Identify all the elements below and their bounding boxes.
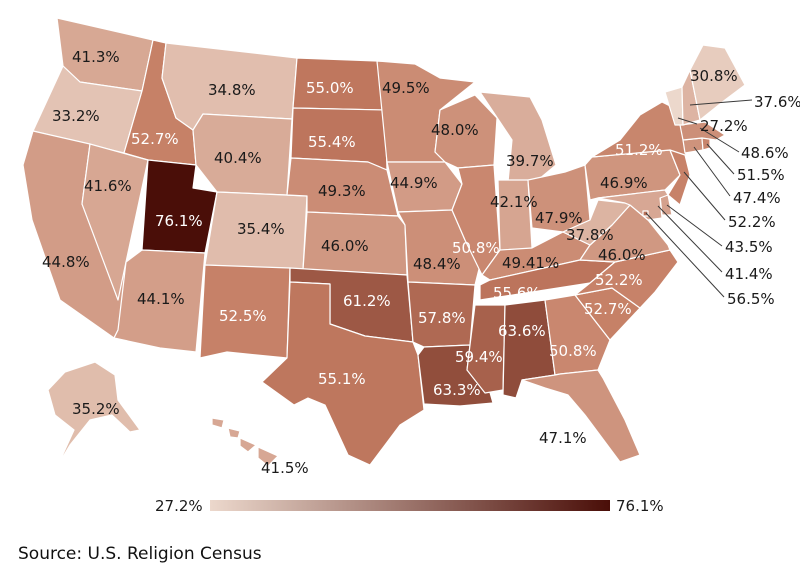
label-ak: 35.2% [72,400,120,418]
legend-max-label: 76.1% [616,497,664,515]
label-ia: 44.9% [390,174,438,192]
label-ms: 59.4% [455,348,503,366]
label-vt: 27.2% [700,117,748,135]
label-pa: 46.9% [600,174,648,192]
state-me[interactable] [689,44,746,121]
leader-line-ma [699,127,740,153]
leader-line-ri [706,143,735,175]
label-co: 35.4% [237,220,285,238]
label-az: 44.1% [137,290,185,308]
leader-line-ct [693,146,731,197]
label-il: 50.8% [452,239,500,257]
leader-line-de [666,204,723,247]
label-md: 41.4% [725,265,773,283]
label-wa: 41.3% [72,48,120,66]
state-hi[interactable] [211,417,279,467]
label-tn: 55.6% [493,284,541,302]
state-ak[interactable] [47,361,141,466]
state-az[interactable] [113,249,206,353]
state-nj[interactable] [667,149,691,206]
state-md[interactable] [597,189,669,221]
label-ks: 46.0% [321,237,369,255]
label-ri: 51.5% [737,166,785,184]
leader-line-md [657,205,723,273]
label-va: 46.0% [598,246,646,264]
label-nh: 37.6% [754,93,800,111]
leader-line-dc [645,212,725,298]
label-dc: 56.5% [727,290,775,308]
state-shapes [22,17,746,467]
state-labels: 41.3% 33.2% 44.8% 52.7% 41.6% 76.1% 44.1… [42,48,800,477]
state-fl[interactable] [521,369,641,463]
label-ky: 49.41% [502,254,559,272]
label-ct: 47.4% [733,189,781,207]
state-dc[interactable] [642,210,649,217]
label-or: 33.2% [52,107,100,125]
label-la: 63.3% [433,381,481,399]
state-il[interactable] [451,164,501,276]
leader-line-nh [689,99,753,106]
state-ma[interactable] [679,121,726,141]
label-fl: 47.1% [539,429,587,447]
color-legend: 27.2% 76.1% [155,497,664,515]
label-nm: 52.5% [219,307,267,325]
label-oh: 47.9% [535,209,583,227]
label-me: 30.8% [690,67,738,85]
label-ut: 76.1% [155,212,203,230]
label-ga: 50.8% [549,342,597,360]
leader-line-vt [677,117,698,125]
state-in[interactable] [497,179,533,256]
label-mi: 39.7% [506,152,554,170]
label-mo: 48.4% [413,255,461,273]
label-nj: 52.2% [728,213,776,231]
label-sd: 55.4% [308,133,356,151]
label-sc: 52.7% [584,300,632,318]
label-in: 42.1% [490,193,538,211]
label-wv: 37.8% [566,226,614,244]
label-ny: 51.2% [615,141,663,159]
label-ma: 48.6% [741,144,789,162]
label-mt: 34.8% [208,81,256,99]
label-wi: 48.0% [431,121,479,139]
leader-lines [645,99,753,298]
label-ok: 61.2% [343,292,391,310]
leader-line-nj [683,171,726,221]
state-nv[interactable] [81,143,149,301]
label-nd: 55.0% [306,79,354,97]
label-wy: 40.4% [214,149,262,167]
label-de: 43.5% [725,238,773,256]
label-ca: 44.8% [42,253,90,271]
label-ne: 49.3% [318,182,366,200]
label-ar: 57.8% [418,309,466,327]
state-ri[interactable] [701,137,711,151]
state-tx[interactable] [261,281,425,466]
label-tx: 55.1% [318,370,366,388]
legend-min-label: 27.2% [155,497,203,515]
label-nc: 52.2% [595,271,643,289]
label-mn: 49.5% [382,79,430,97]
source-note: Source: U.S. Religion Census [18,544,262,564]
label-id: 52.7% [131,130,179,148]
label-nv: 41.6% [84,177,132,195]
label-hi: 41.5% [261,459,309,477]
state-mi[interactable] [479,91,557,183]
label-al: 63.6% [498,322,546,340]
state-nm[interactable] [199,264,291,359]
legend-gradient-bar [210,500,610,511]
